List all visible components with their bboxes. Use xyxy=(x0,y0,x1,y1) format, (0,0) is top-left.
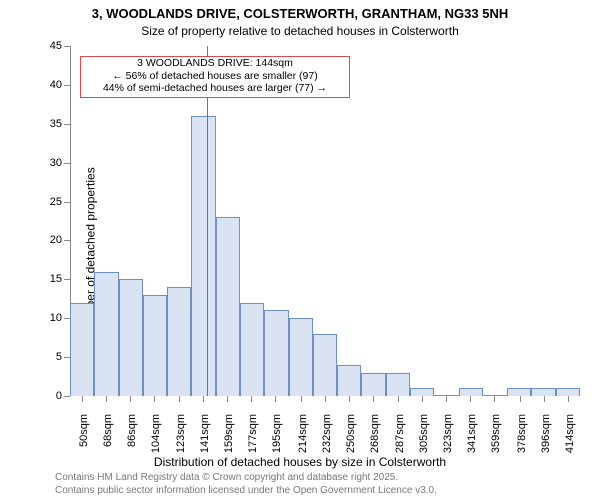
x-tick xyxy=(301,396,302,402)
y-tick-label: 10 xyxy=(40,312,62,324)
x-tick-label: 123sqm xyxy=(175,414,187,464)
chart-subtitle: Size of property relative to detached ho… xyxy=(0,24,600,38)
histogram-bar xyxy=(264,310,288,396)
x-tick-label: 68sqm xyxy=(102,414,114,464)
x-tick xyxy=(470,396,471,402)
x-tick xyxy=(422,396,423,402)
histogram-bar xyxy=(94,272,118,396)
histogram-bar xyxy=(167,287,191,396)
x-tick-label: 323sqm xyxy=(442,414,454,464)
plot-region xyxy=(70,46,580,396)
y-tick xyxy=(64,85,70,86)
histogram-bar xyxy=(386,373,410,396)
y-tick xyxy=(64,279,70,280)
chart-container: 3, WOODLANDS DRIVE, COLSTERWORTH, GRANTH… xyxy=(0,0,600,500)
x-tick-label: 250sqm xyxy=(345,414,357,464)
y-tick-label: 15 xyxy=(40,273,62,285)
y-tick-label: 35 xyxy=(40,118,62,130)
x-tick xyxy=(520,396,521,402)
histogram-bar xyxy=(410,388,434,396)
x-tick xyxy=(106,396,107,402)
histogram-bar xyxy=(191,116,215,396)
x-tick-label: 214sqm xyxy=(297,414,309,464)
y-tick-label: 25 xyxy=(40,196,62,208)
histogram-bar xyxy=(507,388,531,396)
x-tick xyxy=(154,396,155,402)
annotation-line1: 3 WOODLANDS DRIVE: 144sqm xyxy=(81,57,349,70)
annotation-line3: 44% of semi-detached houses are larger (… xyxy=(81,82,349,95)
highlight-line xyxy=(207,46,208,396)
x-tick xyxy=(398,396,399,402)
annotation-line2: ← 56% of detached houses are smaller (97… xyxy=(81,70,349,83)
x-tick-label: 86sqm xyxy=(126,414,138,464)
copyright-line2: Contains public sector information licen… xyxy=(55,485,437,496)
x-tick-label: 305sqm xyxy=(418,414,430,464)
y-tick-label: 0 xyxy=(40,390,62,402)
y-tick-label: 30 xyxy=(40,157,62,169)
chart-title: 3, WOODLANDS DRIVE, COLSTERWORTH, GRANTH… xyxy=(0,6,600,21)
y-tick xyxy=(64,396,70,397)
y-tick xyxy=(64,46,70,47)
y-tick-label: 40 xyxy=(40,79,62,91)
x-tick-label: 414sqm xyxy=(564,414,576,464)
x-tick xyxy=(179,396,180,402)
histogram-bar xyxy=(216,217,240,396)
x-tick-label: 341sqm xyxy=(466,414,478,464)
x-tick xyxy=(325,396,326,402)
y-tick xyxy=(64,124,70,125)
histogram-bar xyxy=(289,318,313,396)
x-tick-label: 359sqm xyxy=(490,414,502,464)
x-tick xyxy=(349,396,350,402)
x-tick xyxy=(251,396,252,402)
x-tick-label: 396sqm xyxy=(540,414,552,464)
histogram-bar xyxy=(119,279,143,396)
x-tick xyxy=(494,396,495,402)
x-tick-label: 141sqm xyxy=(199,414,211,464)
x-tick-label: 104sqm xyxy=(150,414,162,464)
copyright-line1: Contains HM Land Registry data © Crown c… xyxy=(55,472,398,483)
x-tick xyxy=(130,396,131,402)
histogram-bar xyxy=(143,295,167,396)
y-tick xyxy=(64,240,70,241)
y-tick xyxy=(64,202,70,203)
x-tick-label: 159sqm xyxy=(223,414,235,464)
histogram-bar xyxy=(337,365,361,396)
x-tick xyxy=(446,396,447,402)
histogram-bar xyxy=(70,303,94,396)
x-tick-label: 268sqm xyxy=(369,414,381,464)
x-tick-label: 287sqm xyxy=(394,414,406,464)
y-tick-label: 45 xyxy=(40,40,62,52)
x-tick xyxy=(82,396,83,402)
x-tick xyxy=(544,396,545,402)
histogram-bar xyxy=(313,334,337,396)
histogram-bar xyxy=(556,388,580,396)
x-tick xyxy=(227,396,228,402)
histogram-bar xyxy=(240,303,264,396)
histogram-bar xyxy=(459,388,483,396)
y-tick-label: 5 xyxy=(40,351,62,363)
y-tick-label: 20 xyxy=(40,234,62,246)
y-tick xyxy=(64,163,70,164)
x-tick-label: 378sqm xyxy=(516,414,528,464)
histogram-bar xyxy=(361,373,385,396)
x-tick-label: 50sqm xyxy=(78,414,90,464)
x-tick-label: 195sqm xyxy=(271,414,283,464)
x-tick xyxy=(568,396,569,402)
x-tick xyxy=(373,396,374,402)
histogram-bar xyxy=(531,388,555,396)
x-tick xyxy=(203,396,204,402)
x-tick xyxy=(275,396,276,402)
x-tick-label: 232sqm xyxy=(321,414,333,464)
copyright-text: Contains HM Land Registry data © Crown c… xyxy=(55,472,437,497)
y-tick xyxy=(64,357,70,358)
annotation-box: 3 WOODLANDS DRIVE: 144sqm ← 56% of detac… xyxy=(80,56,350,98)
y-tick xyxy=(64,318,70,319)
x-tick-label: 177sqm xyxy=(247,414,259,464)
